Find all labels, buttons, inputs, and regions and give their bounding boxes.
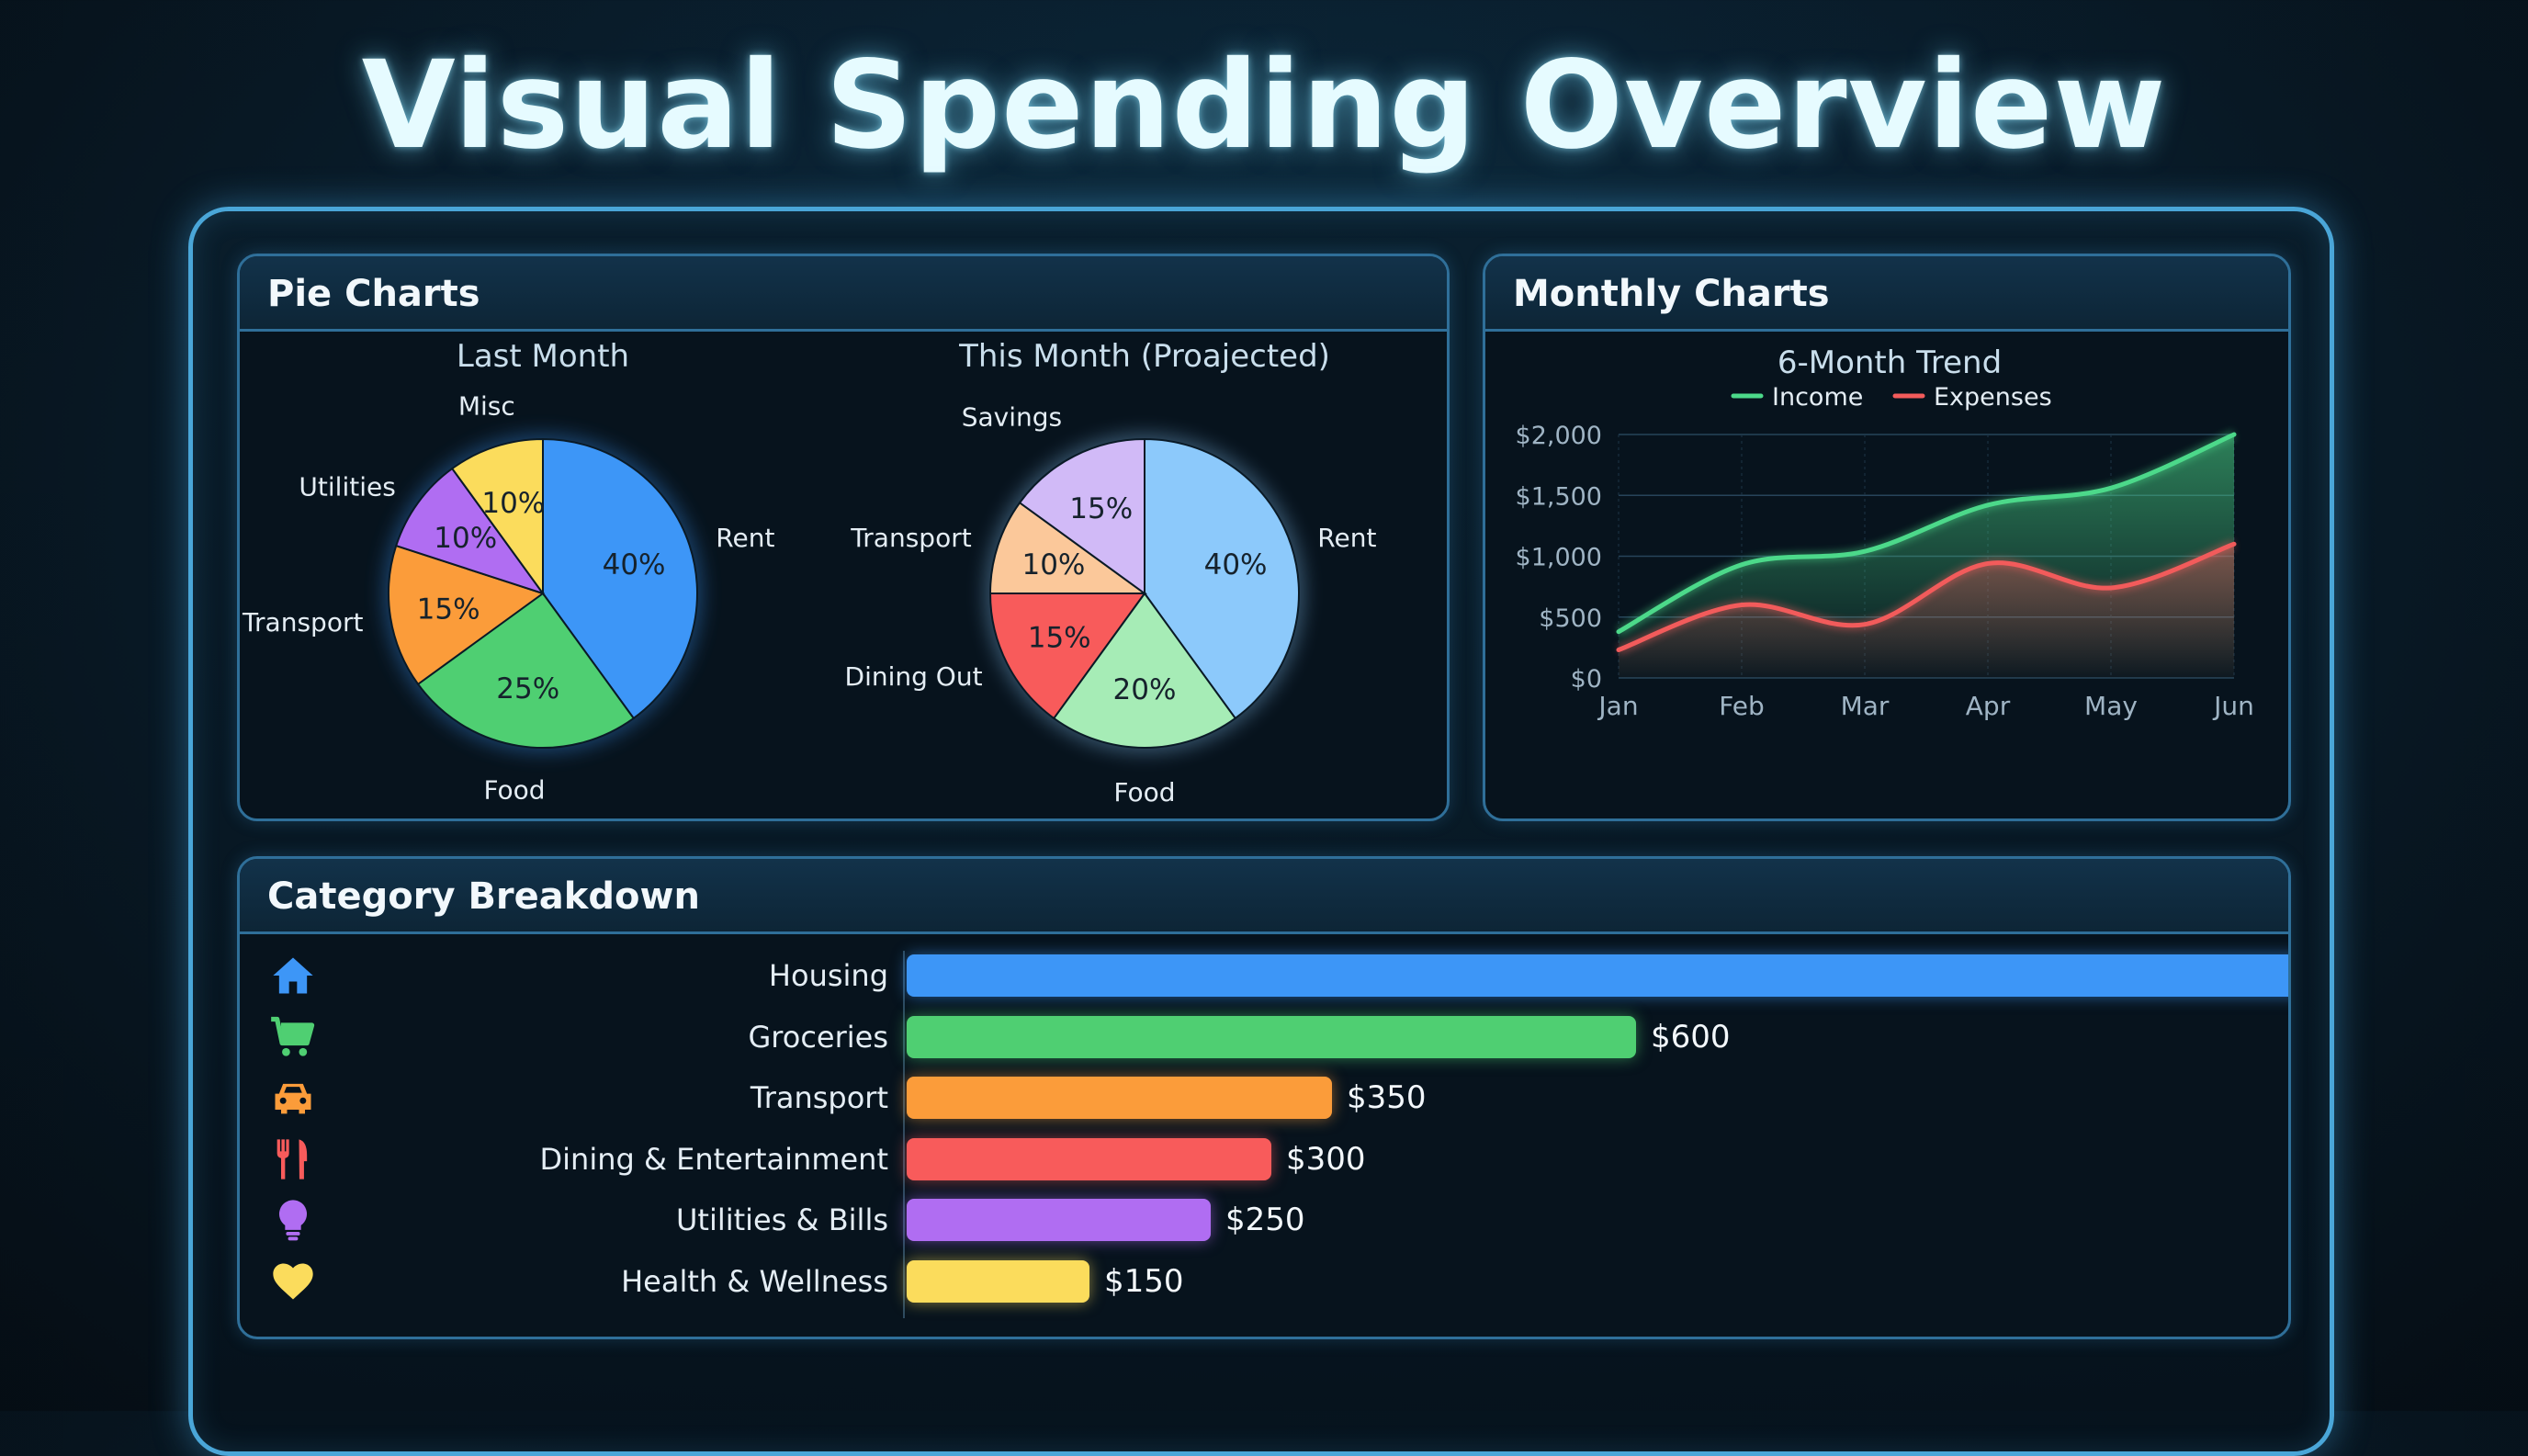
line-income — [1616, 432, 2237, 635]
pie-slice-label: Savings — [962, 402, 1062, 433]
pie-slice-label: Food — [483, 775, 545, 806]
pie-charts-svg: Last Month 40% Rent 25% Food 15% Transport 10% U… — [242, 338, 1377, 807]
monthly-charts-panel-title: Monthly Charts — [1513, 273, 1830, 315]
pie-slice-rent — [542, 437, 698, 720]
area-expenses — [1619, 544, 2234, 678]
monthly-charts-panel: Monthly Charts 6-Month Trend Income Expens… — [1483, 254, 2291, 821]
pie-slice-savings — [1018, 437, 1146, 595]
category-value-dining-entertainment: $300 — [1286, 1140, 1366, 1178]
x-tick-label: Feb — [1719, 691, 1765, 721]
cart-icon — [269, 1013, 321, 1061]
y-tick-label: $2,000 — [1516, 422, 1602, 450]
page-title: Visual Spending Overview — [361, 35, 2167, 176]
pie-slice-label: Utilities — [299, 472, 395, 502]
pie-slice-utilities — [394, 467, 546, 595]
pie-slice-transport — [388, 544, 546, 686]
pie-slice-dining-out — [988, 593, 1146, 720]
x-tick-label: Mar — [1841, 691, 1890, 721]
pie-slice-rent — [1144, 437, 1301, 720]
y-tick-label: $1,000 — [1516, 544, 1602, 572]
pie-slice-percent: 40% — [1204, 548, 1268, 581]
heart-icon — [269, 1258, 321, 1305]
pie-chart-title: Last Month — [457, 338, 629, 375]
x-tick-label: Jan — [1597, 691, 1638, 721]
pie-charts-panel-title: Pie Charts — [267, 273, 480, 315]
category-label-groceries: Groceries — [748, 1019, 888, 1055]
category-bar-groceries — [907, 1015, 1636, 1058]
category-bar-utilities-bills — [907, 1199, 1211, 1242]
pie-chart-2: This Month (Proajected) 40% Rent 20% Food 15%… — [845, 338, 1377, 807]
pie-charts-panel: Pie Charts Last Month 40% Rent 25% Food 15% Tr… — [237, 254, 1450, 821]
category-value-transport: $350 — [1347, 1079, 1427, 1117]
category-label-housing: Housing — [768, 958, 888, 993]
pie-slice-label: Rent — [716, 523, 774, 553]
pie-slice-percent: 15% — [1069, 492, 1133, 525]
house-icon — [269, 952, 321, 999]
category-label-utilities-bills: Utilities & Bills — [675, 1202, 888, 1238]
x-tick-label: May — [2084, 691, 2138, 721]
pie-slice-percent: 40% — [603, 548, 666, 581]
pie-chart-title: This Month (Proajected) — [958, 338, 1330, 375]
pie-slice-label: Transport — [850, 523, 971, 553]
pie-slice-misc — [450, 437, 544, 597]
category-label-dining-entertainment: Dining & Entertainment — [539, 1141, 889, 1177]
pie-slice-percent: 15% — [1028, 621, 1091, 654]
legend-label-expenses: Expenses — [1934, 383, 2052, 412]
y-tick-label: $1,500 — [1516, 482, 1602, 511]
x-tick-label: Apr — [1966, 691, 2011, 721]
category-bar-housing — [907, 954, 2288, 997]
pie-slice-percent: 10% — [1021, 548, 1085, 581]
y-tick-label: $0 — [1571, 665, 1602, 694]
pie-slice-label: Rent — [1317, 523, 1376, 553]
category-bar-health-wellness — [907, 1260, 1089, 1303]
pie-slice-transport — [988, 501, 1148, 594]
category-value-utilities-bills: $250 — [1225, 1202, 1305, 1239]
category-bar-transport — [907, 1077, 1332, 1120]
pie-slice-label: Transport — [242, 607, 363, 638]
category-breakdown-panel-title: Category Breakdown — [267, 875, 700, 918]
x-tick-label: Jun — [2212, 691, 2254, 721]
pie-chart-1: Last Month 40% Rent 25% Food 15% Transport 10% U… — [242, 338, 774, 806]
pie-charts-panel-header: Pie Charts — [240, 256, 1447, 332]
pie-slice-food — [1052, 592, 1237, 750]
lightbulb-icon — [269, 1196, 321, 1244]
pie-slice-percent: 20% — [1113, 673, 1177, 706]
car-icon — [269, 1074, 321, 1122]
y-tick-label: $500 — [1539, 604, 1602, 633]
pie-slice-percent: 10% — [434, 522, 497, 555]
pie-slice-percent: 10% — [481, 487, 545, 520]
series-expenses — [1616, 539, 2237, 678]
pie-slice-label: Dining Out — [845, 661, 983, 692]
category-breakdown-panel: Category Breakdown Housing$1,200Grocerie… — [237, 856, 2291, 1339]
pie-slice-percent: 25% — [496, 672, 559, 705]
legend-label-income: Income — [1772, 383, 1863, 412]
category-label-health-wellness: Health & Wellness — [621, 1264, 888, 1299]
line-expenses — [1616, 541, 2237, 653]
pie-slice-food — [416, 592, 636, 749]
pie-slice-label: Food — [1113, 777, 1175, 807]
category-value-groceries: $600 — [1651, 1018, 1731, 1055]
fork-knife-icon — [269, 1135, 321, 1183]
pie-slice-label: Misc — [458, 391, 515, 422]
category-label-transport: Transport — [750, 1080, 888, 1116]
trend-legend: Income Expenses — [1731, 383, 2052, 412]
category-axis-line — [903, 951, 905, 1318]
trend-chart-title: 6-Month Trend — [1778, 344, 2002, 381]
category-bar-dining-entertainment — [907, 1137, 1271, 1180]
category-value-health-wellness: $150 — [1104, 1263, 1184, 1300]
category-breakdown-panel-header: Category Breakdown — [240, 859, 2288, 934]
monthly-charts-panel-header: Monthly Charts — [1485, 256, 2288, 332]
pie-slice-percent: 15% — [417, 593, 480, 626]
